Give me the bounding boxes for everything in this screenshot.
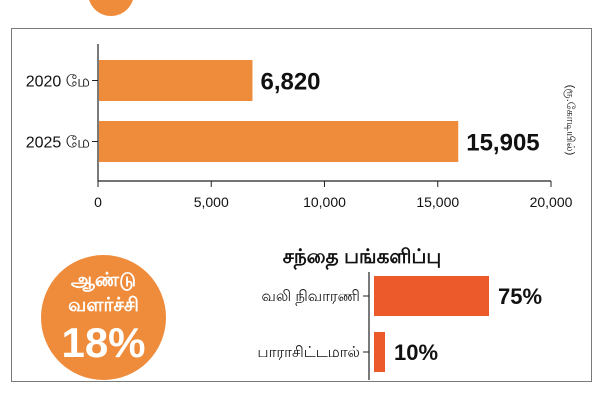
- badge-line1: ஆண்டு: [70, 269, 137, 291]
- bar: [374, 276, 489, 316]
- value-label: 75%: [498, 284, 542, 309]
- unit-label: (ரூ.கோடியில்): [564, 85, 576, 155]
- bar: [374, 332, 385, 372]
- bar: [99, 121, 459, 162]
- badge-value: 18%: [61, 319, 146, 366]
- category-label: 2020 மே: [26, 74, 90, 91]
- category-label: பாராசிட்டமால்: [257, 344, 360, 361]
- sales-bar-chart: 0 5,000 10,000 15,000 20,000 2020 மே 6,820 2025…: [26, 44, 573, 210]
- chart-frame: [11, 28, 592, 382]
- category-label: 2025 மே: [26, 135, 90, 152]
- badge-line2: வளர்ச்சி: [68, 294, 139, 316]
- decorative-arc: [88, 0, 134, 16]
- market-share-chart: வலி நிவாரணி 75% பாராசிட்டமால் 10%: [257, 272, 542, 380]
- x-tick-label: 20,000: [530, 194, 573, 210]
- market-share-title: சந்தை பங்களிப்பு: [283, 246, 442, 270]
- value-label: 15,905: [466, 130, 539, 157]
- value-label: 6,820: [260, 69, 320, 96]
- x-tick-label: 15,000: [416, 194, 459, 210]
- bar: [99, 60, 253, 101]
- x-tick-label: 5,000: [194, 194, 229, 210]
- growth-badge: ஆண்டு வளர்ச்சி 18%: [41, 255, 166, 380]
- value-label: 10%: [394, 340, 438, 365]
- category-label: வலி நிவாரணி: [262, 288, 360, 305]
- x-tick-label: 10,000: [303, 194, 346, 210]
- x-tick-label: 0: [94, 194, 102, 210]
